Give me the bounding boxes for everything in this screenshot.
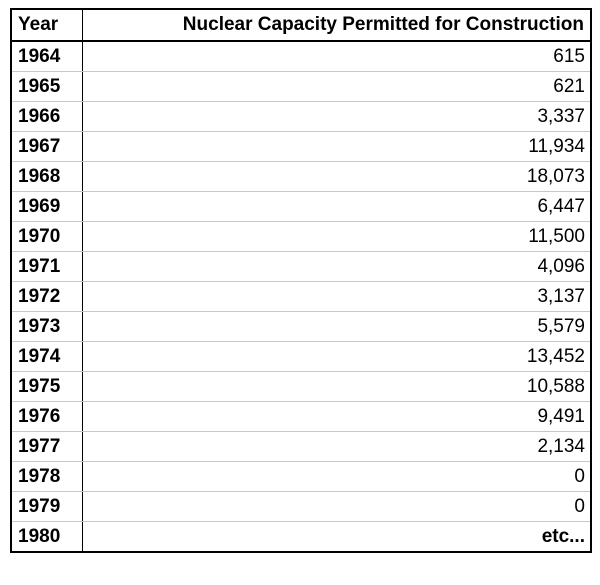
year-cell: 1967 <box>11 131 83 162</box>
table-row: 1971 4,096 <box>11 251 591 282</box>
capacity-cell: 3,337 <box>82 101 591 132</box>
capacity-column-header: Nuclear Capacity Permitted for Construct… <box>82 9 591 42</box>
year-cell: 1977 <box>11 431 83 462</box>
table-row: 1969 6,447 <box>11 191 591 222</box>
capacity-cell: 11,500 <box>82 221 591 252</box>
capacity-cell: 13,452 <box>82 341 591 372</box>
capacity-cell: 11,934 <box>82 131 591 162</box>
capacity-cell: 2,134 <box>82 431 591 462</box>
capacity-cell: 10,588 <box>82 371 591 402</box>
year-cell: 1970 <box>11 221 83 252</box>
table-body: 1964 615 1965 621 1966 3,337 1967 11,934 1968 18,… <box>11 41 591 552</box>
capacity-cell: etc... <box>541 525 585 547</box>
table-row: 1975 10,588 <box>11 371 591 402</box>
table-row: 1965 621 <box>11 71 591 102</box>
year-cell: 1973 <box>11 311 83 342</box>
capacity-cell: 9,491 <box>82 401 591 432</box>
capacity-cell: 4,096 <box>82 251 591 282</box>
capacity-cell: 18,073 <box>82 161 591 192</box>
table-row: 1978 0 <box>11 461 591 492</box>
year-cell: 1965 <box>11 71 83 102</box>
year-cell: 1969 <box>11 191 83 222</box>
table-row: 1968 18,073 <box>11 161 591 192</box>
table-row: 1974 13,452 <box>11 341 591 372</box>
table-row: 1973 5,579 <box>11 311 591 342</box>
capacity-cell: 5,579 <box>82 311 591 342</box>
table-row: 1964 615 <box>11 41 591 72</box>
table-row: 1966 3,337 <box>11 101 591 132</box>
capacity-cell: 6,447 <box>82 191 591 222</box>
capacity-table: Year Nuclear Capacity Permitted for Cons… <box>10 8 592 553</box>
table-row: 1967 11,934 <box>11 131 591 162</box>
capacity-cell: 0 <box>82 461 591 492</box>
capacity-cell: 615 <box>82 41 591 72</box>
capacity-cell: 3,137 <box>82 281 591 312</box>
year-cell: 1975 <box>11 371 83 402</box>
year-cell: 1976 <box>11 401 83 432</box>
table-row: 1972 3,137 <box>11 281 591 312</box>
year-cell: 1980 <box>11 521 83 552</box>
table-row: 1976 9,491 <box>11 401 591 432</box>
table-row: 1970 11,500 <box>11 221 591 252</box>
year-cell: 1964 <box>11 41 83 72</box>
table-row: 1980 etc... <box>11 521 591 552</box>
year-cell: 1971 <box>11 251 83 282</box>
capacity-cell: 0 <box>82 491 591 522</box>
year-cell: 1974 <box>11 341 83 372</box>
table-header-row: Year Nuclear Capacity Permitted for Cons… <box>11 9 591 42</box>
year-column-header: Year <box>11 9 83 42</box>
year-cell: 1966 <box>11 101 83 132</box>
year-cell: 1972 <box>11 281 83 312</box>
year-cell: 1978 <box>11 461 83 492</box>
year-cell: 1979 <box>11 491 83 522</box>
table-row: 1977 2,134 <box>11 431 591 462</box>
capacity-cell: 621 <box>82 71 591 102</box>
year-cell: 1968 <box>11 161 83 192</box>
table-row: 1979 0 <box>11 491 591 522</box>
